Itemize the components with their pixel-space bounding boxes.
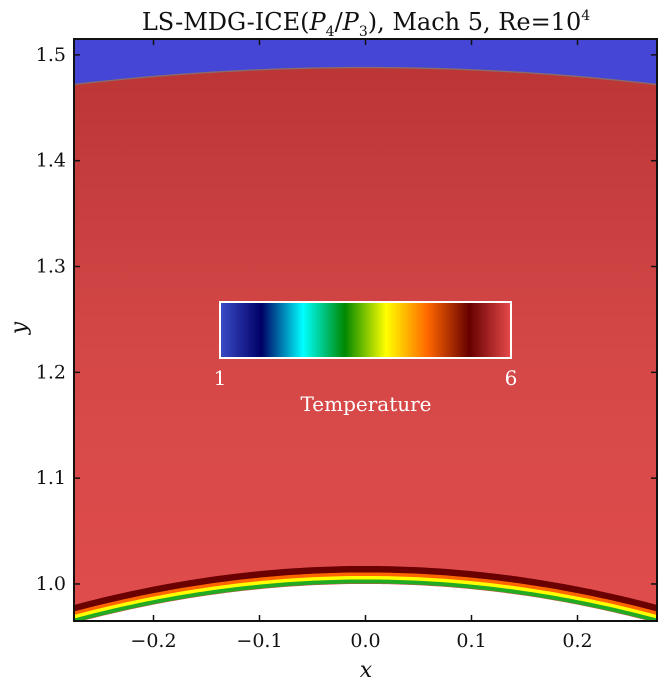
chart-title: LS-MDG-ICE(P4/P3), Mach 5, Re=104 bbox=[142, 8, 590, 40]
temperature-field bbox=[74, 39, 657, 621]
boundary-layer-band bbox=[74, 565, 657, 613]
y-tick-label: 1.4 bbox=[36, 150, 66, 172]
body-region bbox=[81, 583, 650, 621]
y-tick-label: 1.5 bbox=[36, 44, 66, 66]
y-axis-label: y bbox=[7, 321, 32, 335]
boundary-layer bbox=[74, 565, 657, 621]
x-tick-label: −0.2 bbox=[130, 630, 176, 652]
shock-front bbox=[74, 66, 657, 86]
x-tick-label: 0.2 bbox=[562, 630, 592, 652]
colorbar-title: Temperature bbox=[300, 392, 431, 416]
x-tick-label: 0.1 bbox=[456, 630, 486, 652]
freestream-region bbox=[74, 39, 657, 85]
y-tick-label: 1.3 bbox=[36, 256, 66, 278]
x-tick-label: 0.0 bbox=[350, 630, 380, 652]
y-axis: 1.0 1.1 1.2 1.3 1.4 1.5 bbox=[36, 44, 657, 595]
y-tick-label: 1.0 bbox=[36, 573, 66, 595]
x-axis-label: x bbox=[360, 658, 373, 683]
colorbar-gradient bbox=[219, 301, 512, 359]
y-tick-label: 1.1 bbox=[36, 467, 66, 489]
boundary-layer-band bbox=[74, 572, 657, 617]
colorbar-min-label: 1 bbox=[214, 366, 227, 390]
x-tick-label: −0.1 bbox=[236, 630, 282, 652]
y-tick-label: 1.2 bbox=[36, 361, 66, 383]
colorbar-max-label: 6 bbox=[505, 366, 518, 390]
boundary-layer-band bbox=[74, 575, 657, 621]
colorbar: 1 6 Temperature bbox=[214, 301, 518, 416]
boundary-layer-band bbox=[74, 579, 657, 621]
x-axis: −0.2 −0.1 0.0 0.1 0.2 bbox=[130, 39, 593, 652]
